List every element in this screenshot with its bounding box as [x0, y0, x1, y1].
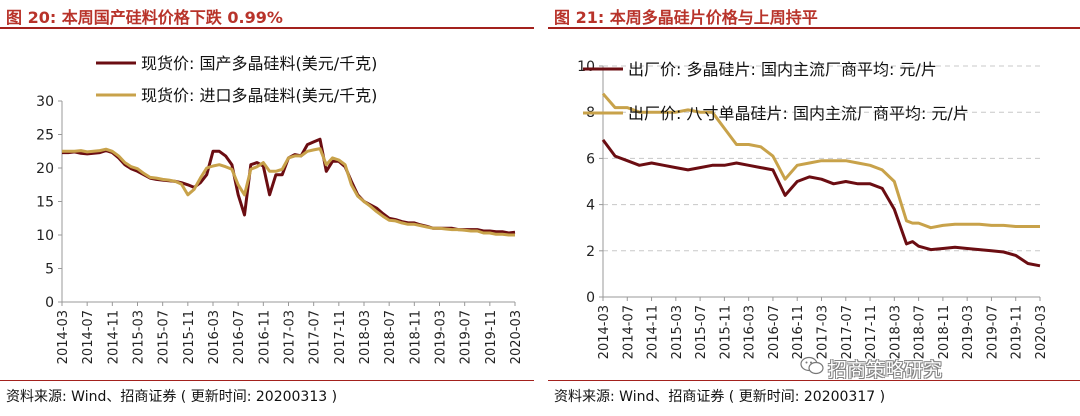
x-tick-label: 2015-11: [718, 305, 733, 359]
x-tick-label: 2016-11: [791, 305, 806, 359]
x-tick-label: 2014-11: [106, 310, 121, 364]
x-tick-label: 2018-03: [888, 305, 903, 359]
source-rule: [548, 380, 1080, 381]
x-tick-label: 2015-03: [670, 305, 685, 359]
legend-label: 现货价: 进口多晶硅料(美元/千克): [141, 86, 377, 105]
series-line-1: [601, 139, 1041, 268]
x-tick-label: 2015-07: [694, 305, 709, 359]
x-tick-label: 2017-03: [283, 310, 298, 364]
series-line-2: [62, 147, 515, 237]
y-tick-label: 5: [45, 262, 54, 278]
x-tick-label: 2016-03: [207, 310, 222, 364]
chart-title: 图 20: 本周国产硅料价格下跌 0.99%: [6, 8, 283, 27]
series-line-2: [601, 92, 1040, 230]
x-tick-label: 2017-07: [308, 310, 323, 364]
left-line-chart: 0 5 10 15 20 25 30 2014-03 2014-07 2014-11 2015-03…: [36, 54, 524, 364]
wechat-icon: [800, 356, 824, 375]
chart-title: 图 21: 本周多晶硅片价格与上周持平: [554, 8, 818, 27]
legend-label: 出厂价: 八寸单晶硅片: 国内主流厂商平均: 元/片: [628, 104, 969, 123]
x-tick-label: 2019-11: [484, 310, 499, 364]
right-chart-panel: 图 21: 本周多晶硅片价格与上周持平 02468102014-032014-0…: [548, 0, 1080, 416]
legend-label: 现货价: 国产多晶硅料(美元/千克): [141, 54, 377, 73]
x-tick-label: 2019-03: [961, 305, 976, 359]
x-tick-label: 2020-03: [1034, 305, 1049, 359]
x-tick-label: 2014-03: [597, 305, 612, 359]
title-rule: [548, 27, 1080, 29]
legend-label: 出厂价: 多晶硅片: 国内主流厂商平均: 元/片: [628, 60, 937, 79]
y-tick-label: 0: [586, 290, 595, 306]
x-tick-label: 2015-11: [182, 310, 197, 364]
right-line-chart: 02468102014-032014-072014-112015-032015-…: [577, 59, 1049, 359]
x-tick-label: 2016-03: [743, 305, 758, 359]
x-tick-label: 2015-03: [132, 310, 147, 364]
x-tick-label: 2018-03: [358, 310, 373, 364]
series-line-1: [62, 137, 516, 235]
x-tick-label: 2016-11: [257, 310, 272, 364]
y-tick-label: 2: [586, 244, 595, 260]
x-tick-label: 2018-07: [913, 305, 928, 359]
x-tick-label: 2017-07: [840, 305, 855, 359]
y-tick-label: 10: [577, 59, 595, 75]
x-tick-label: 2015-07: [157, 310, 172, 364]
x-tick-label: 2017-11: [864, 305, 879, 359]
x-tick-label: 2014-03: [56, 310, 71, 364]
title-rule: [0, 27, 534, 29]
y-tick-label: 10: [36, 228, 54, 244]
x-tick-label: 2017-11: [333, 310, 348, 364]
source-rule: [0, 380, 534, 381]
y-tick-label: 0: [45, 295, 54, 311]
x-tick-label: 2019-07: [459, 310, 474, 364]
watermark-text: 招商策略研究: [828, 359, 943, 381]
left-chart-panel: 图 20: 本周国产硅料价格下跌 0.99% 0 5 10 15 20 25 30 2014-…: [0, 0, 534, 416]
x-tick-label: 2019-07: [985, 305, 1000, 359]
x-tick-label: 2020-03: [509, 310, 524, 364]
x-tick-label: 2017-03: [816, 305, 831, 359]
x-tick-label: 2018-07: [383, 310, 398, 364]
x-tick-label: 2014-11: [646, 305, 661, 359]
x-tick-label: 2014-07: [81, 310, 96, 364]
x-tick-label: 2019-03: [434, 310, 449, 364]
y-tick-label: 25: [36, 128, 54, 144]
x-tick-label: 2018-11: [408, 310, 423, 364]
source-note: 资料来源: Wind、招商证券 ( 更新时间: 20200313 ): [6, 389, 338, 405]
x-tick-label: 2014-07: [621, 305, 636, 359]
y-tick-label: 6: [586, 151, 595, 167]
y-tick-label: 20: [36, 161, 54, 177]
x-tick-label: 2016-07: [232, 310, 247, 364]
y-tick-label: 4: [586, 198, 595, 214]
source-note: 资料来源: Wind、招商证券 ( 更新时间: 20200317 ): [554, 389, 886, 405]
x-tick-label: 2018-11: [937, 305, 952, 359]
x-tick-label: 2019-11: [1010, 305, 1025, 359]
x-tick-label: 2016-07: [767, 305, 782, 359]
y-tick-label: 15: [36, 195, 54, 211]
y-tick-label: 30: [36, 94, 54, 110]
